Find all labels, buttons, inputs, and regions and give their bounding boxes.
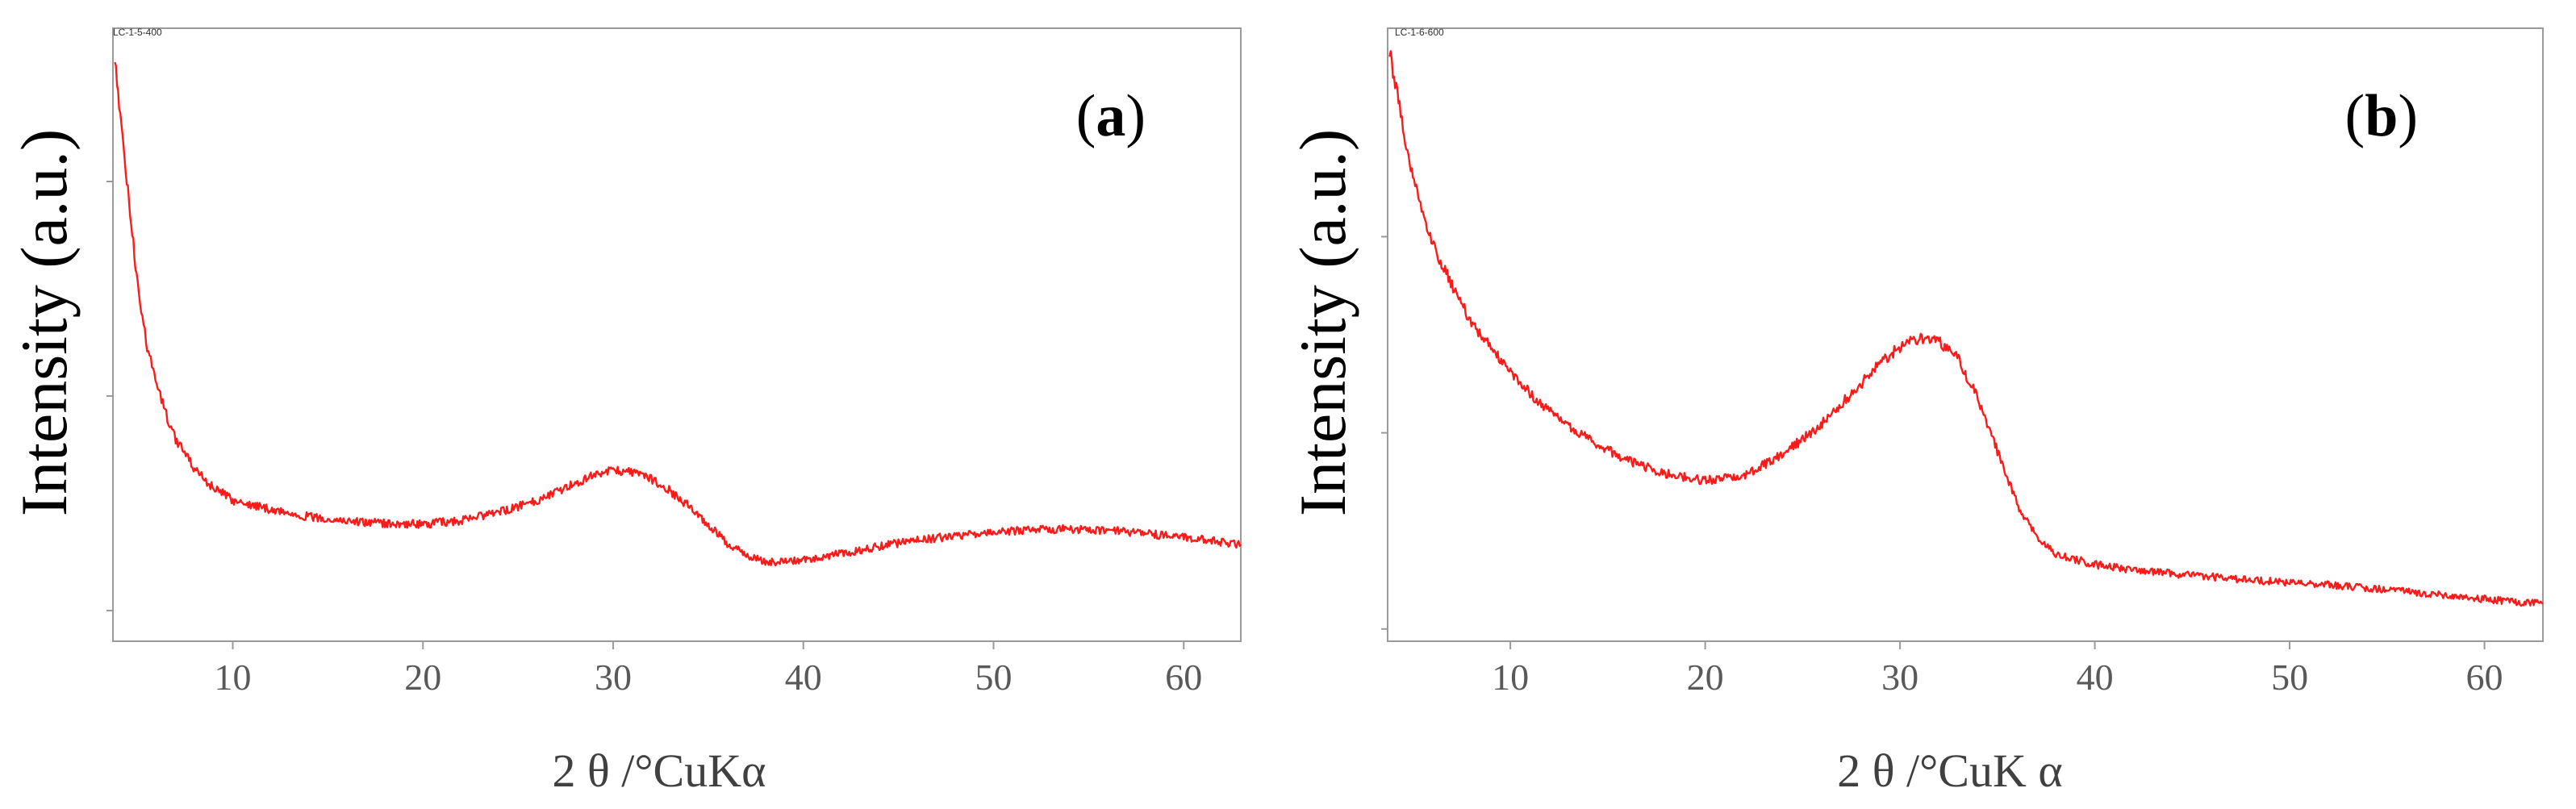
- x-tick-label: 60: [1165, 657, 1202, 698]
- data-series-line: [1388, 50, 2544, 607]
- x-tick-label: 30: [1881, 657, 1918, 698]
- x-tick-label: 20: [404, 657, 441, 698]
- xrd-chart-b: LC-1-6-600 (b) Intensity (a.u.) 2 θ /°Cu…: [1288, 27, 2544, 797]
- x-tick-label: 40: [2077, 657, 2114, 698]
- plot-frame: [112, 27, 1242, 642]
- x-axis-label: 2 θ /°CuKα: [552, 744, 766, 797]
- sample-id-label: LC-1-6-600: [1395, 27, 1444, 38]
- chart-panel-a: LC-1-5-400 (a) Intensity (a.u.) 2 θ /°Cu…: [7, 27, 1242, 797]
- x-tick-label: 40: [785, 657, 822, 698]
- panel-letter: a: [1096, 83, 1125, 149]
- x-tick-label: 30: [595, 657, 632, 698]
- panel-label: (b): [2345, 83, 2418, 149]
- plot-frame: [1387, 27, 2544, 642]
- y-axis-label: Intensity (a.u.): [1288, 129, 1359, 516]
- panel-letter: b: [2365, 83, 2398, 149]
- chart-panel-b: LC-1-6-600 (b) Intensity (a.u.) 2 θ /°Cu…: [1288, 0, 2576, 809]
- x-axis-label: 2 θ /°CuK α: [1837, 744, 2063, 797]
- panel-label: (a): [1076, 83, 1146, 149]
- sample-id-label: LC-1-5-400: [113, 27, 162, 38]
- x-tick-label: 10: [1492, 657, 1529, 698]
- data-series-line: [114, 61, 1242, 567]
- xrd-chart-a: LC-1-5-400 (a) Intensity (a.u.) 2 θ /°Cu…: [7, 27, 1242, 797]
- y-axis-label: Intensity (a.u.): [7, 129, 81, 516]
- x-tick-label: 60: [2466, 657, 2503, 698]
- x-tick-label: 50: [2271, 657, 2308, 698]
- x-tick-label: 50: [975, 657, 1012, 698]
- x-tick-label: 20: [1687, 657, 1724, 698]
- x-tick-label: 10: [215, 657, 252, 698]
